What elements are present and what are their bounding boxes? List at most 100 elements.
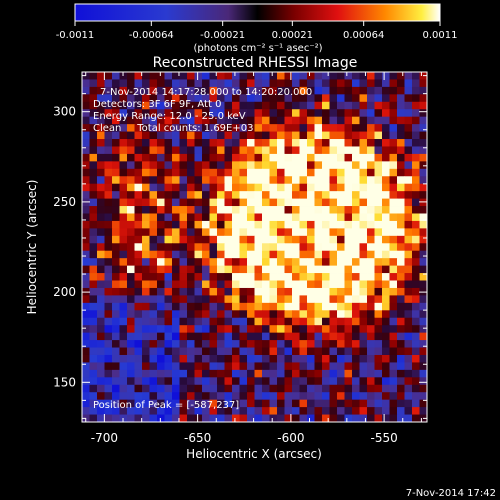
heatmap-cell [157, 354, 165, 363]
heatmap-cell [179, 131, 188, 140]
heatmap-cell [269, 191, 278, 199]
heatmap-cell [202, 332, 210, 341]
heatmap-cell [247, 347, 255, 356]
heatmap-cell [419, 168, 427, 177]
heatmap-cell [149, 101, 158, 110]
heatmap-cell [164, 161, 173, 170]
heatmap-cell [374, 354, 383, 363]
heatmap-cell [82, 168, 90, 177]
heatmap-cell [337, 265, 345, 274]
heatmap-cell [352, 258, 360, 267]
heatmap-cell [142, 369, 150, 378]
heatmap-cell [374, 94, 383, 103]
heatmap-cell [82, 101, 90, 110]
heatmap-cell [104, 362, 113, 371]
heatmap-cell [164, 414, 173, 422]
heatmap-cell [112, 161, 120, 170]
heatmap-cell [194, 153, 203, 162]
heatmap-cell [322, 220, 330, 229]
heatmap-cell [194, 176, 203, 185]
heatmap-cell [224, 302, 233, 311]
heatmap-cell [119, 310, 128, 319]
heatmap-cell [247, 407, 255, 415]
heatmap-cell [314, 265, 323, 274]
heatmap-cell [412, 347, 420, 356]
heatmap-cell [307, 206, 315, 214]
heatmap-cell [194, 265, 203, 274]
heatmap-cell [119, 109, 128, 118]
heatmap-cell [404, 235, 413, 244]
heatmap-cell [209, 146, 218, 155]
heatmap-cell [314, 258, 323, 267]
heatmap-cell [367, 273, 375, 281]
heatmap-cell [337, 325, 345, 334]
heatmap-cell [359, 101, 368, 110]
heatmap-cell [142, 191, 150, 199]
heatmap-cell [217, 153, 225, 162]
heatmap-cell [164, 168, 173, 177]
heatmap-cell [314, 116, 323, 125]
heatmap-cell [374, 384, 383, 393]
heatmap-cell [112, 302, 120, 311]
heatmap-cell [217, 220, 225, 229]
heatmap-cell [247, 101, 255, 110]
heatmap-cell [314, 273, 323, 281]
y-axis-label: Heliocentric Y (arcsec) [25, 180, 39, 315]
heatmap-cell [404, 414, 413, 422]
heatmap-cell [382, 168, 390, 177]
heatmap-cell [374, 369, 383, 378]
heatmap-cell [262, 392, 270, 401]
heatmap-cell [269, 139, 278, 147]
heatmap-cell [359, 332, 368, 341]
heatmap-cell [164, 287, 173, 296]
heatmap-cell [149, 191, 158, 199]
heatmap-cell [329, 235, 338, 244]
heatmap-cell [209, 310, 218, 319]
heatmap-cell [314, 243, 323, 252]
heatmap-cell [352, 369, 360, 378]
heatmap-cell [382, 161, 390, 170]
heatmap-cell [127, 407, 135, 415]
heatmap-cell [367, 310, 375, 319]
heatmap-cell [82, 280, 90, 289]
heatmap-cell [419, 124, 427, 132]
heatmap-cell [104, 131, 113, 140]
heatmap-cell [329, 191, 338, 199]
heatmap-cell [127, 273, 135, 281]
heatmap-cell [254, 131, 263, 140]
heatmap-cell [284, 310, 293, 319]
heatmap-cell [127, 325, 135, 334]
heatmap-cell [89, 94, 98, 103]
heatmap-cell [187, 362, 195, 371]
heatmap-cell [172, 146, 180, 155]
heatmap-cell [119, 86, 128, 95]
heatmap-cell [232, 139, 240, 147]
heatmap-cell [142, 347, 150, 356]
heatmap-cell [142, 265, 150, 274]
heatmap-cell [352, 146, 360, 155]
heatmap-cell [277, 317, 285, 326]
heatmap-cell [112, 362, 120, 371]
heatmap-cell [389, 183, 398, 192]
heatmap-cell [292, 362, 300, 371]
heatmap-cell [337, 124, 345, 132]
heatmap-cell [89, 124, 98, 132]
heatmap-cell [419, 377, 427, 386]
heatmap-cell [329, 79, 338, 88]
heatmap-cell [97, 124, 105, 132]
heatmap-cell [344, 161, 353, 170]
heatmap-cell [142, 302, 150, 311]
heatmap-cell [352, 407, 360, 415]
heatmap-cell [202, 265, 210, 274]
heatmap-cell [142, 79, 150, 88]
heatmap-cell [359, 79, 368, 88]
heatmap-cell [127, 384, 135, 393]
heatmap-cell [232, 302, 240, 311]
heatmap-cell [322, 131, 330, 140]
heatmap-cell [284, 131, 293, 140]
footer-timestamp: 7-Nov-2014 17:42 [406, 488, 496, 499]
heatmap-cell [157, 139, 165, 147]
heatmap-cell [164, 153, 173, 162]
heatmap-cell [337, 153, 345, 162]
heatmap-cell [367, 198, 375, 207]
